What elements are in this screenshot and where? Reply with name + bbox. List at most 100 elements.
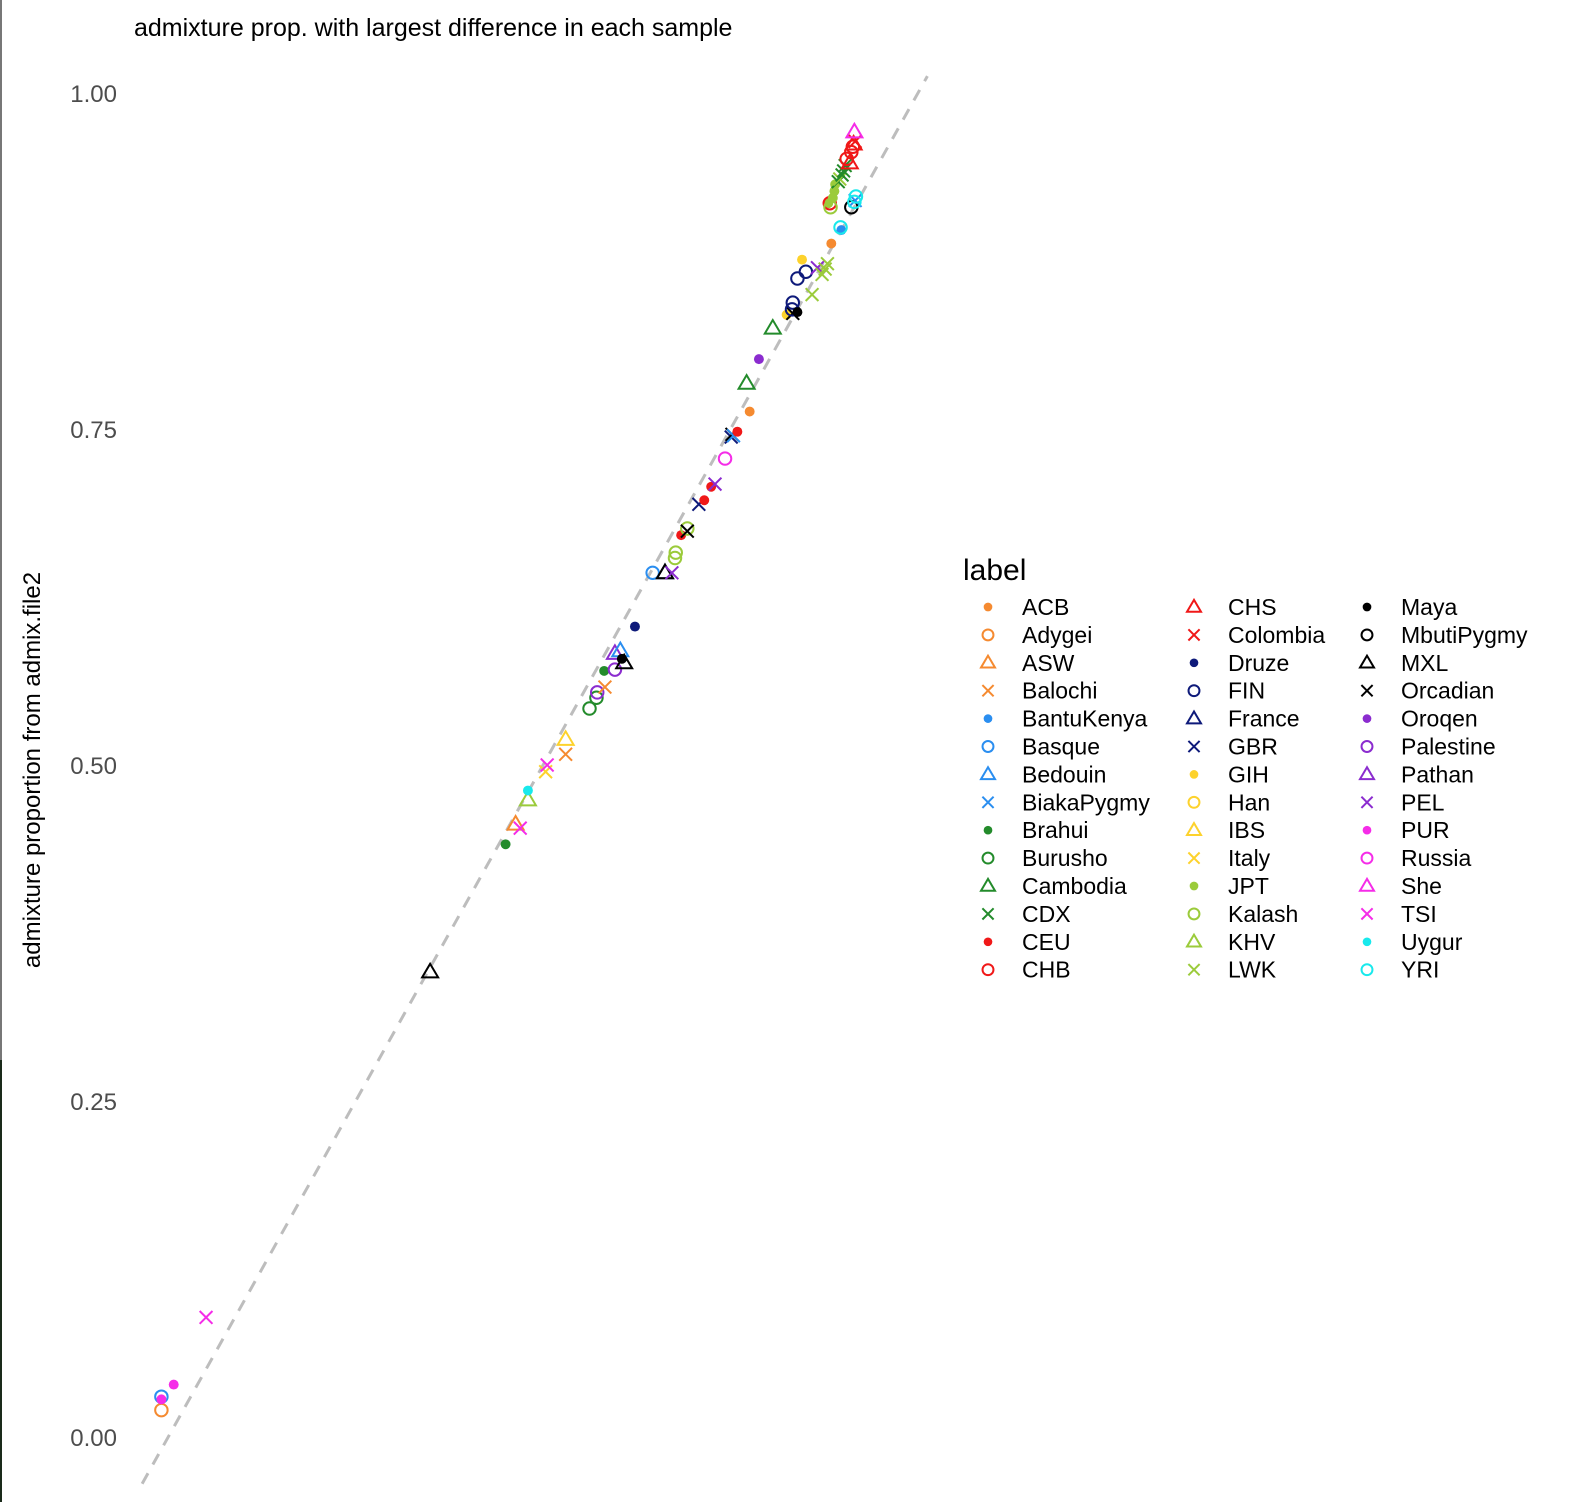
legend-label: Pathan bbox=[1401, 761, 1474, 787]
legend-label: PEL bbox=[1401, 789, 1445, 815]
legend-label: Brahui bbox=[1022, 817, 1088, 843]
point-pur bbox=[156, 1394, 167, 1405]
legend-key-fin bbox=[1187, 684, 1201, 698]
legend-key-mbutipygmy bbox=[1360, 628, 1374, 642]
legend-label: GIH bbox=[1228, 761, 1269, 787]
legend-key-han bbox=[1187, 795, 1201, 809]
point-palestine bbox=[607, 662, 623, 677]
point-druze bbox=[629, 621, 640, 632]
legend-key-she bbox=[1358, 876, 1376, 892]
legend-label: YRI bbox=[1401, 957, 1439, 983]
legend-label: TSI bbox=[1401, 901, 1437, 927]
legend-label: BiakaPygmy bbox=[1022, 789, 1150, 815]
point-burusho bbox=[582, 701, 597, 716]
point-pel bbox=[707, 476, 723, 492]
point-pathan bbox=[605, 643, 625, 660]
point-she bbox=[844, 121, 865, 139]
point-basque bbox=[645, 565, 660, 581]
legend-key-yri bbox=[1360, 963, 1374, 977]
point-kalash bbox=[667, 550, 683, 566]
legend-key-brahui bbox=[983, 825, 993, 835]
legend-label: CDX bbox=[1022, 901, 1071, 927]
legend-label: FIN bbox=[1228, 678, 1265, 704]
point-brahui bbox=[599, 665, 610, 676]
window-left-edge-dark bbox=[0, 1060, 2, 1502]
point-fin bbox=[798, 264, 814, 279]
legend-key-russia bbox=[1360, 851, 1374, 865]
legend-label: LWK bbox=[1228, 957, 1277, 983]
y-tick-label: 0.00 bbox=[70, 1425, 117, 1452]
legend-key-gbr bbox=[1187, 740, 1201, 753]
legend-key-burusho bbox=[981, 851, 995, 865]
y-tick-label: 0.50 bbox=[70, 753, 117, 780]
point-kalash bbox=[668, 545, 684, 560]
point-asw bbox=[505, 814, 526, 831]
point-balochi bbox=[597, 679, 613, 695]
point-tsi bbox=[540, 757, 555, 773]
point-yri bbox=[847, 194, 862, 210]
point-uygur bbox=[522, 785, 533, 796]
legend-key-cambodia bbox=[979, 876, 997, 892]
legend-key-italy bbox=[1187, 851, 1201, 865]
point-russia bbox=[717, 451, 733, 466]
point-fin bbox=[790, 271, 805, 286]
point-brahui bbox=[500, 839, 511, 850]
legend-label: Colombia bbox=[1228, 622, 1325, 648]
point-tsi bbox=[198, 1310, 214, 1325]
legend-key-ibs bbox=[1185, 821, 1203, 836]
legend-label: She bbox=[1401, 873, 1442, 899]
legend-key-pel bbox=[1360, 795, 1374, 809]
point-lwk bbox=[832, 171, 847, 187]
point-balochi bbox=[558, 747, 573, 762]
legend-key-colombia bbox=[1187, 628, 1201, 642]
legend-key-asw bbox=[979, 653, 997, 669]
legend-key-orcadian bbox=[1360, 684, 1374, 698]
legend-label: MXL bbox=[1401, 650, 1449, 676]
legend-label: JPT bbox=[1228, 873, 1269, 899]
legend-key-chs bbox=[1185, 597, 1203, 613]
legend-key-jpt bbox=[1189, 881, 1199, 891]
legend-label: Italy bbox=[1228, 845, 1271, 871]
legend-label: MbutiPygmy bbox=[1401, 622, 1528, 648]
legend-label: CHS bbox=[1228, 594, 1277, 620]
point-cdx bbox=[834, 167, 850, 183]
legend-label: Maya bbox=[1401, 594, 1457, 620]
legend-key-biakapygmy bbox=[981, 795, 995, 809]
legend-label: CEU bbox=[1022, 929, 1071, 955]
point-adygei bbox=[154, 1402, 169, 1418]
point-pur bbox=[168, 1379, 179, 1390]
legend-label: Druze bbox=[1228, 650, 1289, 676]
legend-key-acb bbox=[983, 602, 993, 612]
legend-key-adygei bbox=[981, 628, 995, 642]
y-tick-label: 0.25 bbox=[70, 1089, 117, 1116]
legend-label: Burusho bbox=[1022, 845, 1108, 871]
point-gih bbox=[797, 254, 807, 265]
legend-key-maya bbox=[1362, 602, 1372, 612]
legend-key-ceu bbox=[983, 937, 993, 947]
point-mxl bbox=[420, 961, 440, 979]
legend-key-gih bbox=[1189, 770, 1199, 779]
window-left-edge bbox=[0, 0, 2, 1502]
legend-key-bantukenya bbox=[983, 714, 993, 723]
legend-label: KHV bbox=[1228, 929, 1276, 955]
legend-label: Cambodia bbox=[1022, 873, 1127, 899]
legend-label: GBR bbox=[1228, 734, 1278, 760]
point-cdx bbox=[836, 163, 851, 179]
legend-key-palestine bbox=[1360, 740, 1374, 753]
legend-key-pur bbox=[1362, 825, 1372, 835]
point-kalash bbox=[680, 521, 695, 536]
legend-title: label bbox=[963, 554, 1026, 587]
legend-label: Russia bbox=[1401, 845, 1472, 871]
legend-key-pathan bbox=[1358, 765, 1376, 781]
legend-label: ASW bbox=[1022, 650, 1075, 676]
point-acb bbox=[744, 406, 755, 417]
point-maya bbox=[792, 307, 803, 318]
legend-key-kalash bbox=[1187, 907, 1201, 921]
legend-label: Balochi bbox=[1022, 678, 1097, 704]
chart-title: admixture prop. with largest difference … bbox=[134, 14, 732, 42]
point-ibs bbox=[555, 729, 576, 746]
legend-key-oroqen bbox=[1362, 714, 1372, 723]
point-mxl bbox=[614, 652, 634, 670]
point-lwk bbox=[820, 256, 835, 271]
